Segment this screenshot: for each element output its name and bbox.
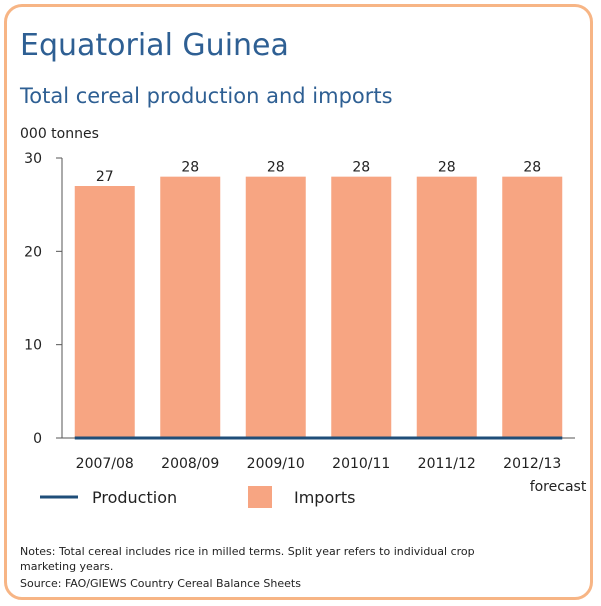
x-tick-label: 2010/11 [332, 456, 390, 472]
bar-imports [502, 176, 563, 438]
y-tick-label: 20 [24, 244, 42, 260]
x-tick-label: 2008/09 [161, 456, 219, 472]
bar-imports [331, 176, 392, 438]
x-tick-label: 2007/08 [76, 456, 134, 472]
bar-data-label: 28 [267, 160, 285, 176]
legend-imports-swatch [248, 486, 272, 508]
notes-line-1: Notes: Total cereal includes rice in mil… [20, 545, 475, 558]
bar-data-label: 28 [438, 160, 456, 176]
bar-data-label: 28 [523, 160, 541, 176]
legend-imports-label: Imports [294, 488, 355, 507]
chart-subtitle: Total cereal production and imports [20, 84, 393, 108]
chart-title: Equatorial Guinea [20, 28, 289, 63]
y-axis-unit-label: 000 tonnes [20, 126, 99, 142]
bar-data-label: 28 [181, 160, 199, 176]
y-tick-label: 30 [24, 151, 42, 167]
y-tick-label: 10 [24, 338, 42, 354]
bar-imports [245, 176, 306, 438]
x-tick-label: 2009/10 [247, 456, 305, 472]
bar-imports [416, 176, 477, 438]
legend-production-label: Production [92, 488, 177, 507]
x-tick-forecast-label: forecast [530, 479, 587, 495]
bar-imports [74, 186, 135, 438]
y-tick-label: 0 [33, 431, 42, 447]
notes-line-2: marketing years. [20, 560, 114, 573]
source-note: Source: FAO/GIEWS Country Cereal Balance… [20, 577, 301, 590]
bar-data-label: 27 [96, 169, 114, 185]
x-tick-label: 2012/13 [503, 456, 561, 472]
x-tick-label: 2011/12 [418, 456, 476, 472]
bar-data-label: 28 [352, 160, 370, 176]
bar-imports [160, 176, 221, 438]
